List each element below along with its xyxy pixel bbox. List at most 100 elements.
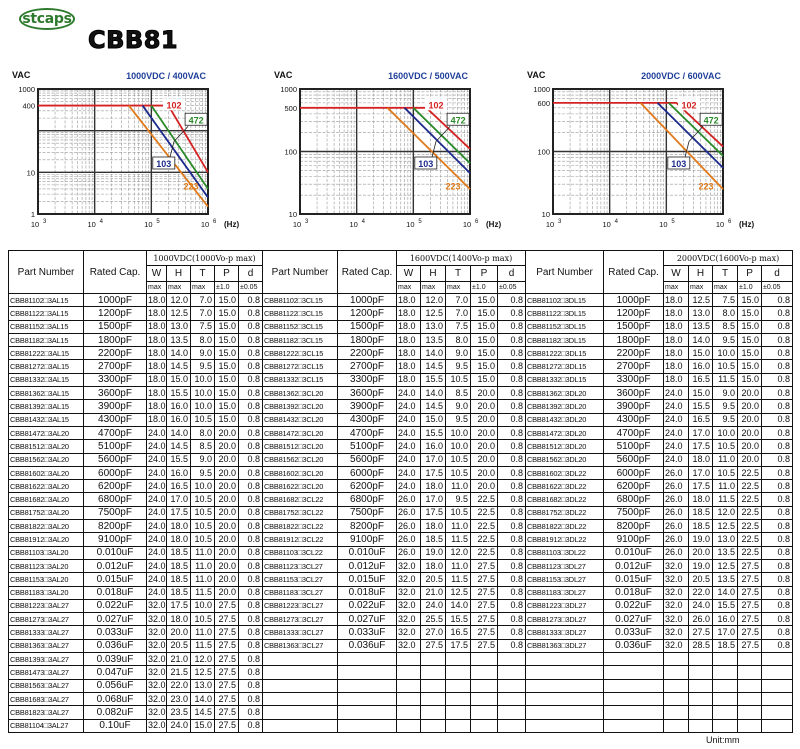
p-cell: 27.5 bbox=[470, 612, 499, 627]
rated-cap-cell bbox=[603, 691, 665, 707]
part-number-cell: CBB81102□3AL15 bbox=[8, 292, 84, 308]
part-number-cell bbox=[525, 705, 605, 720]
d-cell: 0.8 bbox=[237, 691, 264, 707]
d-cell: 0.8 bbox=[237, 412, 264, 427]
h-cell: 15.5 bbox=[420, 372, 447, 388]
part-number-cell: CBB81222□3DL15 bbox=[525, 346, 605, 361]
table-row: CBB81562□3AL20 5600pF 24.0 15.5 9.0 20.0 0.8 CB… bbox=[8, 452, 794, 467]
d-cell: 0.8 bbox=[237, 705, 264, 720]
p-cell: 15.0 bbox=[470, 319, 499, 334]
t-cell: 9.5 bbox=[445, 359, 472, 374]
chart-1000vdc: 102 472 103 223 1000 400 10 1 10 3 10 4 10 5 10 6 (Hz) VA… bbox=[0, 62, 260, 232]
h-cell: 18.0 bbox=[166, 519, 191, 534]
rated-cap-cell: 1000pF bbox=[603, 292, 665, 308]
t-cell: 16.5 bbox=[445, 625, 472, 640]
table-row: CBB81512□3AL20 5100pF 24.0 14.5 8.5 20.0 0.8 CB… bbox=[8, 439, 794, 454]
x-tick-exponent: 6 bbox=[728, 219, 732, 225]
y-tick-label: 1000 bbox=[280, 85, 297, 94]
t-cell bbox=[445, 652, 472, 667]
rated-cap-cell: 8200pF bbox=[603, 519, 665, 534]
table-row: CBB81393□3AL27 0.039uF 32.0 21.0 12.0 27.5 0.8 bbox=[8, 652, 794, 667]
stcaps-logo: stcaps bbox=[19, 8, 75, 30]
h-cell: 19.0 bbox=[420, 545, 447, 560]
p-cell bbox=[737, 718, 763, 733]
d-cell: 0.8 bbox=[237, 452, 264, 467]
h-cell: 23.5 bbox=[166, 705, 191, 720]
d-cell: 0.8 bbox=[497, 545, 527, 560]
w-cell: 26.0 bbox=[396, 545, 422, 560]
rated-cap-cell bbox=[337, 665, 398, 680]
p-cell: 22.5 bbox=[470, 545, 499, 560]
chart-title: 2000VDC / 600VAC bbox=[641, 71, 721, 81]
h-cell: 17.0 bbox=[166, 492, 191, 507]
h-cell: 13.5 bbox=[688, 319, 714, 334]
tolerance-header: ±1.0 bbox=[214, 281, 239, 294]
h-cell: 25.5 bbox=[420, 612, 447, 627]
t-cell bbox=[445, 665, 472, 680]
table-row: CBB81472□3AL20 4700pF 24.0 14.0 8.0 20.0 0.8 CB… bbox=[8, 425, 794, 441]
d-cell: 0.8 bbox=[497, 638, 527, 654]
d-cell: 0.8 bbox=[237, 612, 264, 627]
d-cell bbox=[497, 678, 527, 693]
h-cell: 12.0 bbox=[166, 292, 191, 308]
w-cell: 26.0 bbox=[396, 519, 422, 534]
w-cell: 24.0 bbox=[146, 532, 167, 547]
d-cell: 0.8 bbox=[237, 585, 264, 600]
part-number-cell bbox=[262, 691, 339, 707]
p-cell: 20.0 bbox=[214, 439, 239, 454]
d-cell: 0.8 bbox=[497, 292, 527, 308]
series-line-102 bbox=[553, 101, 724, 148]
h-cell: 16.0 bbox=[166, 465, 191, 481]
t-cell: 8.0 bbox=[190, 425, 215, 441]
series-label-472: 472 bbox=[189, 115, 204, 125]
rated-cap-cell: 5600pF bbox=[83, 452, 147, 467]
d-cell: 0.8 bbox=[497, 612, 527, 627]
x-tick-exponent: 5 bbox=[671, 219, 675, 225]
rated-cap-cell: 1200pF bbox=[83, 306, 147, 321]
t-cell: 14.5 bbox=[190, 705, 215, 720]
series-label-472: 472 bbox=[704, 115, 719, 125]
p-cell: 15.0 bbox=[470, 306, 499, 321]
d-cell: 0.8 bbox=[497, 306, 527, 321]
part-number-cell: CBB81363□3CL27 bbox=[262, 638, 339, 654]
d-cell: 0.8 bbox=[497, 558, 527, 574]
part-number-cell: CBB81912□3AL20 bbox=[8, 532, 84, 547]
w-cell: 18.0 bbox=[396, 306, 422, 321]
t-cell: 10.5 bbox=[712, 359, 739, 374]
d-cell: 0.8 bbox=[497, 532, 527, 547]
t-cell: 10.0 bbox=[445, 425, 472, 441]
x-tick-label: 10 bbox=[463, 220, 471, 229]
d-cell: 0.8 bbox=[761, 359, 794, 374]
rated-cap-cell: 1500pF bbox=[603, 319, 665, 334]
part-number-cell: CBB81102□3DL15 bbox=[525, 292, 605, 308]
d-cell: 0.8 bbox=[497, 598, 527, 614]
part-number-cell: CBB81682□3CL22 bbox=[262, 492, 339, 507]
rated-cap-cell: 2200pF bbox=[83, 346, 147, 361]
part-number-cell: CBB81332□3DL15 bbox=[525, 372, 605, 388]
w-cell: 32.0 bbox=[146, 665, 167, 680]
leader-line bbox=[431, 141, 437, 159]
p-cell: 20.0 bbox=[214, 519, 239, 534]
p-cell: 27.5 bbox=[214, 652, 239, 667]
y-tick-label: 10 bbox=[27, 168, 35, 177]
p-cell: 27.5 bbox=[737, 598, 763, 614]
p-cell: 15.0 bbox=[470, 332, 499, 348]
h-cell: 18.5 bbox=[166, 545, 191, 560]
w-cell: 32.0 bbox=[396, 612, 422, 627]
w-cell: 18.0 bbox=[146, 319, 167, 334]
t-cell: 14.0 bbox=[712, 585, 739, 600]
d-cell: 0.8 bbox=[497, 399, 527, 414]
d-cell: 0.8 bbox=[761, 292, 794, 308]
d-cell: 0.8 bbox=[761, 412, 794, 427]
rated-cap-cell: 0.022uF bbox=[83, 598, 147, 614]
part-number-cell: CBB81683□3AL27 bbox=[8, 691, 84, 707]
w-cell: 26.0 bbox=[663, 479, 690, 494]
rated-cap-cell: 0.018uF bbox=[603, 585, 665, 600]
part-number-cell: CBB81392□3CL20 bbox=[262, 399, 339, 414]
table-row: CBB81473□3AL27 0.047uF 32.0 21.5 12.5 27.5 0.8 bbox=[8, 665, 794, 680]
p-cell: 15.0 bbox=[737, 332, 763, 348]
table-row: CBB81683□3AL27 0.068uF 32.0 23.0 14.0 27.5 0.8 bbox=[8, 691, 794, 707]
p-cell: 15.0 bbox=[214, 399, 239, 414]
x-tick-label: 10 bbox=[602, 220, 610, 229]
d-cell: 0.8 bbox=[237, 292, 264, 308]
